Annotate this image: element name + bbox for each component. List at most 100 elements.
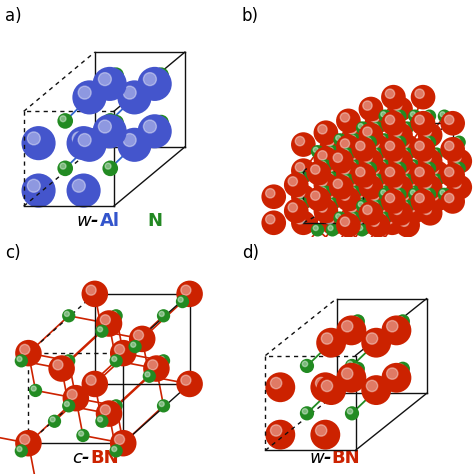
Circle shape [400,217,409,227]
Circle shape [438,109,451,123]
Circle shape [340,223,354,237]
Circle shape [134,330,144,340]
Circle shape [351,188,356,192]
Circle shape [425,138,430,143]
Circle shape [73,128,107,162]
Circle shape [347,151,357,160]
Circle shape [356,145,369,158]
Circle shape [92,114,127,148]
Circle shape [403,124,408,128]
Circle shape [356,223,369,237]
Circle shape [385,197,398,210]
Circle shape [396,314,410,328]
Circle shape [351,214,356,219]
Circle shape [112,311,117,317]
Circle shape [429,191,438,201]
Circle shape [340,139,350,148]
Circle shape [407,177,416,186]
Circle shape [316,425,327,436]
Circle shape [105,163,111,169]
Circle shape [425,187,449,211]
Circle shape [351,162,356,166]
Circle shape [313,120,338,145]
Text: $c$-: $c$- [72,449,90,467]
Circle shape [348,185,362,199]
Circle shape [415,193,424,203]
Circle shape [316,328,346,357]
Circle shape [358,226,363,230]
Circle shape [366,380,378,392]
Circle shape [343,147,348,152]
Circle shape [96,310,122,337]
Circle shape [365,214,370,219]
Circle shape [400,139,409,148]
Circle shape [365,136,370,140]
Circle shape [128,340,142,353]
Circle shape [365,161,390,185]
Circle shape [79,431,83,436]
Circle shape [358,97,383,121]
Circle shape [153,67,169,83]
Text: $h$-: $h$- [293,212,313,230]
Circle shape [392,211,406,225]
Circle shape [385,89,395,99]
Circle shape [408,188,421,201]
Circle shape [313,199,338,223]
Circle shape [306,187,331,211]
Circle shape [423,136,436,149]
Circle shape [388,124,393,128]
Circle shape [111,70,117,76]
Circle shape [299,200,303,204]
Circle shape [115,345,125,355]
Circle shape [398,364,403,370]
Circle shape [353,317,358,322]
Circle shape [50,417,55,422]
Circle shape [392,101,402,110]
Circle shape [392,153,402,163]
Circle shape [318,151,327,160]
Circle shape [110,340,137,366]
Circle shape [365,135,390,159]
Circle shape [430,147,443,161]
Circle shape [159,311,164,317]
Circle shape [425,112,430,117]
Circle shape [380,210,405,235]
Circle shape [440,189,465,214]
Circle shape [387,200,392,204]
Circle shape [381,112,386,117]
Circle shape [325,189,334,198]
Circle shape [265,420,295,449]
Circle shape [388,175,413,200]
Circle shape [310,420,340,449]
Circle shape [343,120,368,145]
Circle shape [67,390,77,400]
Circle shape [410,112,415,117]
Circle shape [445,141,454,151]
Circle shape [393,188,407,201]
Circle shape [325,137,334,146]
Circle shape [62,399,75,412]
Circle shape [17,447,22,452]
Circle shape [321,162,326,166]
Circle shape [373,199,397,223]
Circle shape [373,226,377,230]
Circle shape [15,340,42,366]
Circle shape [407,203,416,212]
Circle shape [373,173,397,197]
Circle shape [321,380,333,392]
Circle shape [410,163,436,188]
Circle shape [100,405,110,415]
Circle shape [371,173,384,187]
Circle shape [343,146,368,171]
Circle shape [403,150,408,155]
Circle shape [380,184,405,209]
Circle shape [320,210,345,235]
Circle shape [73,132,85,145]
Circle shape [408,185,421,199]
Circle shape [329,149,354,173]
Circle shape [295,189,305,198]
Circle shape [271,377,282,389]
Circle shape [112,447,117,452]
Circle shape [423,109,436,123]
Circle shape [361,328,391,357]
